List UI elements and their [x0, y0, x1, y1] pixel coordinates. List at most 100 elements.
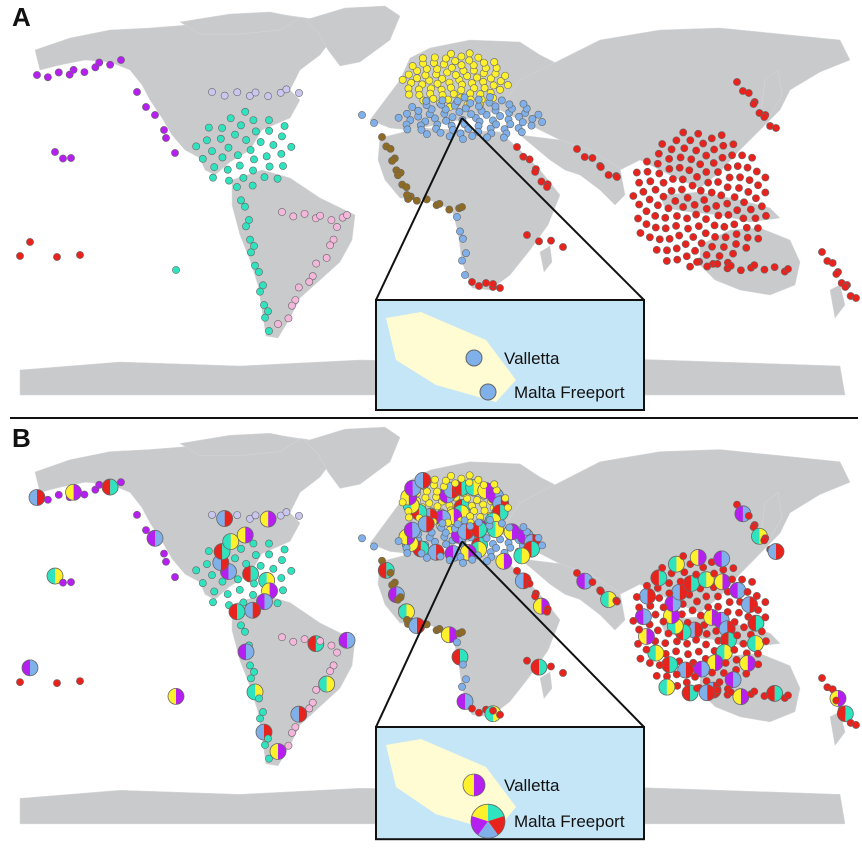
map-marker-icon [634, 639, 642, 648]
map-marker-icon [655, 235, 664, 244]
map-marker-icon [256, 561, 265, 570]
map-marker-icon [249, 166, 257, 175]
map-marker-icon [676, 153, 685, 162]
map-marker-icon [719, 669, 728, 677]
map-marker-icon [300, 635, 309, 644]
map-marker-icon [474, 95, 483, 104]
map-marker-icon [483, 133, 492, 142]
map-marker-icon [326, 241, 334, 250]
map-marker-icon [519, 523, 528, 531]
map-marker-icon [447, 63, 456, 72]
map-marker-icon [242, 559, 250, 568]
pie-marker-icon [246, 683, 264, 701]
map-marker-icon [740, 198, 748, 207]
map-marker-icon [466, 99, 475, 108]
pie-segment [675, 618, 684, 635]
map-marker-icon [415, 91, 424, 99]
map-marker-icon [256, 138, 265, 146]
pie-segment [698, 571, 707, 588]
map-marker-icon [733, 631, 742, 640]
pie-segment [658, 569, 667, 586]
map-marker-icon [525, 155, 534, 164]
map-marker-icon [770, 263, 779, 271]
map-marker-icon [250, 579, 258, 588]
map-marker-icon [538, 118, 546, 126]
map-marker-icon [710, 569, 718, 578]
pie-segment [378, 562, 387, 579]
map-marker-icon [276, 88, 285, 97]
pie-marker-icon [269, 743, 287, 760]
map-marker-icon [717, 131, 726, 140]
pie-marker-icon [650, 569, 668, 587]
map-marker-icon [264, 92, 273, 101]
map-marker-icon [453, 213, 461, 221]
map-marker-icon [386, 568, 395, 577]
map-marker-icon [652, 671, 661, 680]
map-marker-icon [643, 167, 652, 176]
map-marker-icon [76, 251, 84, 259]
map-marker-icon [482, 534, 491, 543]
pie-segment [414, 472, 423, 489]
map-marker-icon [711, 233, 719, 241]
map-marker-icon [312, 685, 321, 694]
map-marker-icon [748, 153, 756, 162]
map-marker-icon [412, 196, 421, 205]
map-marker-icon [761, 613, 770, 622]
map-marker-icon [447, 49, 455, 58]
pie-marker-icon [237, 643, 255, 661]
map-marker-icon [692, 146, 701, 155]
pie-marker-icon [729, 582, 747, 599]
map-marker-icon [739, 639, 748, 648]
pie-segment [722, 573, 731, 590]
pie-segment [513, 547, 522, 564]
map-marker-icon [761, 173, 770, 182]
map-marker-icon [503, 81, 512, 89]
map-marker-icon [265, 116, 273, 125]
pie-outline [658, 678, 676, 696]
map-marker-icon [233, 511, 242, 519]
map-marker-icon [728, 575, 736, 584]
pie-segment [751, 528, 760, 545]
pie-segment [713, 550, 722, 567]
pie-segment [733, 671, 742, 688]
map-marker-icon [665, 234, 674, 243]
map-marker-icon [474, 475, 483, 484]
map-marker-icon [523, 231, 531, 239]
map-marker-icon [715, 252, 724, 260]
pie-segment [635, 608, 644, 625]
map-marker-icon [237, 621, 245, 630]
pie-segment [339, 632, 347, 649]
map-marker-icon [435, 199, 444, 208]
map-marker-icon [743, 233, 752, 242]
world-map-a: Valletta Malta Freeport [16, 5, 860, 411]
map-marker-icon [133, 510, 141, 519]
map-marker-icon [713, 260, 722, 268]
map-marker-icon [460, 93, 469, 102]
map-marker-icon [665, 589, 674, 598]
pie-segment [418, 515, 427, 532]
world-map-b: Valletta Malta Freeport [16, 426, 860, 841]
map-marker-icon [635, 178, 644, 187]
map-marker-icon [245, 514, 254, 523]
map-marker-icon [370, 542, 378, 551]
map-marker-icon [80, 68, 89, 77]
pie-segment [318, 676, 327, 693]
pie-outline [513, 547, 531, 565]
map-marker-icon [470, 84, 479, 93]
map-marker-icon [654, 149, 663, 158]
map-marker-icon [192, 566, 201, 575]
pie-segment [725, 671, 734, 688]
map-marker-icon [316, 637, 325, 645]
pie-segment [683, 575, 692, 592]
map-marker-icon [448, 113, 457, 121]
map-marker-icon [458, 256, 466, 265]
map-marker-icon [702, 630, 711, 638]
map-marker-icon [505, 100, 514, 109]
map-marker-icon [547, 662, 555, 671]
marker-layer [16, 49, 860, 335]
map-marker-icon [308, 698, 317, 707]
pie-segment [242, 566, 251, 582]
map-marker-icon [274, 320, 282, 328]
map-marker-icon [451, 57, 460, 65]
map-marker-icon [402, 183, 411, 191]
